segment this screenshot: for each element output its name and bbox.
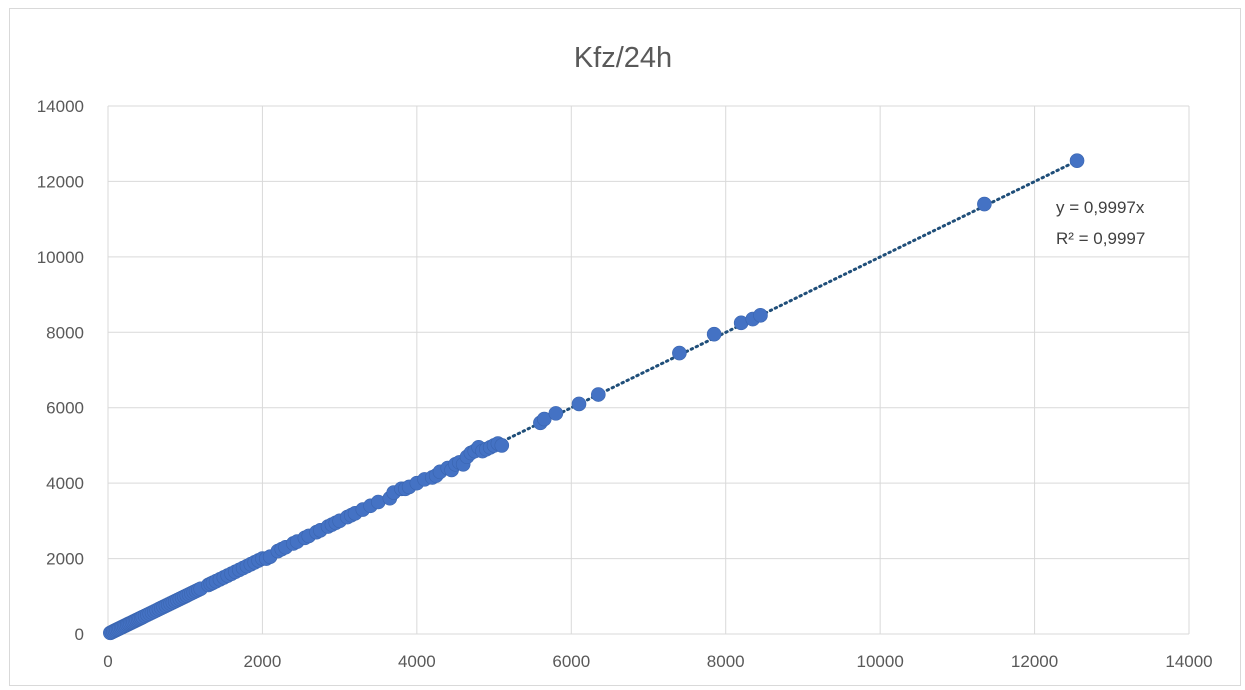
data-points bbox=[103, 153, 1085, 641]
y-tick-label: 8000 bbox=[46, 323, 84, 342]
x-tick-label: 10000 bbox=[857, 652, 904, 671]
y-axis-tick-labels: 0 2000 4000 6000 8000 10000 12000 14000 bbox=[37, 97, 84, 644]
data-point bbox=[753, 308, 768, 323]
trendline-r-squared: R² = 0,9997 bbox=[1056, 229, 1145, 248]
y-tick-label: 4000 bbox=[46, 474, 84, 493]
data-point bbox=[591, 387, 606, 402]
data-point bbox=[571, 396, 587, 412]
data-point bbox=[494, 438, 510, 453]
x-tick-label: 8000 bbox=[707, 652, 745, 671]
x-tick-label: 6000 bbox=[552, 652, 590, 671]
y-tick-label: 12000 bbox=[37, 172, 84, 191]
data-point bbox=[672, 345, 687, 361]
y-tick-label: 0 bbox=[75, 625, 84, 644]
data-point bbox=[1069, 153, 1085, 168]
chart-frame bbox=[9, 8, 1241, 686]
y-tick-label: 14000 bbox=[37, 97, 84, 116]
x-tick-label: 14000 bbox=[1165, 652, 1212, 671]
x-axis-tick-labels: 0 2000 4000 6000 8000 10000 12000 14000 bbox=[103, 652, 1212, 671]
data-point bbox=[548, 406, 564, 421]
x-tick-label: 4000 bbox=[398, 652, 436, 671]
x-tick-label: 12000 bbox=[1011, 652, 1058, 671]
y-tick-label: 2000 bbox=[46, 550, 84, 569]
y-tick-label: 10000 bbox=[37, 248, 84, 267]
x-tick-label: 0 bbox=[103, 652, 112, 671]
data-point bbox=[977, 196, 992, 212]
gridlines bbox=[107, 105, 1190, 635]
y-tick-label: 6000 bbox=[46, 399, 84, 418]
chart-title: Kfz/24h bbox=[574, 42, 672, 74]
data-point bbox=[706, 326, 722, 342]
trendline-equation: y = 0,9997x bbox=[1056, 198, 1145, 217]
x-tick-label: 2000 bbox=[244, 652, 282, 671]
